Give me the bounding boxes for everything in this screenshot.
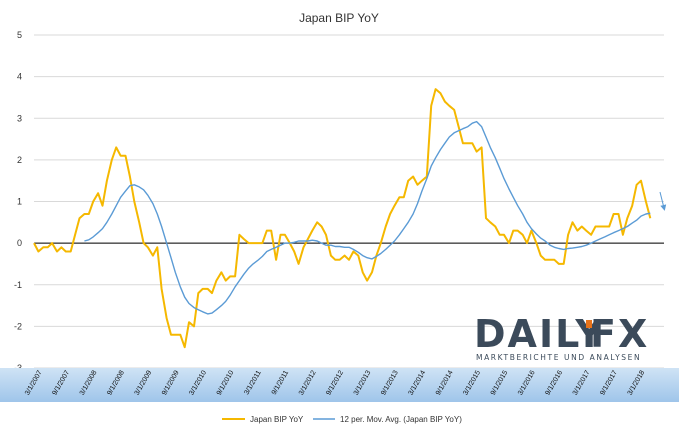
series-lines bbox=[33, 88, 652, 349]
y-tick-label: 0 bbox=[17, 238, 22, 248]
chart-title: Japan BIP YoY bbox=[299, 11, 379, 25]
legend: Japan BIP YoY 12 per. Mov. Avg. (Japan B… bbox=[222, 415, 462, 424]
logo-fx: FX bbox=[590, 312, 649, 356]
y-tick-label: -1 bbox=[14, 280, 22, 290]
logo-tagline: MARKTBERICHTE UND ANALYSEN bbox=[476, 353, 641, 362]
y-tick-label: 2 bbox=[17, 155, 22, 165]
logo-daily: DAILY bbox=[474, 312, 605, 356]
legend-label-japan-bip: Japan BIP YoY bbox=[250, 415, 304, 424]
y-tick-label: 1 bbox=[17, 197, 22, 207]
watermark-logo: DAILY FX MARKTBERICHTE UND ANALYSEN bbox=[474, 312, 649, 362]
y-tick-label: 4 bbox=[17, 72, 22, 82]
trend-arrow bbox=[659, 191, 667, 211]
y-tick-label: 5 bbox=[17, 30, 22, 40]
y-tick-label: 3 bbox=[17, 113, 22, 123]
series-line-japan-bip bbox=[33, 88, 652, 349]
y-tick-label: -2 bbox=[14, 321, 22, 331]
legend-label-moving-average: 12 per. Mov. Avg. (Japan BIP YoY) bbox=[340, 415, 462, 424]
logo-accent-icon bbox=[586, 320, 592, 328]
x-axis-band bbox=[0, 368, 679, 402]
series-line-moving-average bbox=[84, 120, 651, 315]
